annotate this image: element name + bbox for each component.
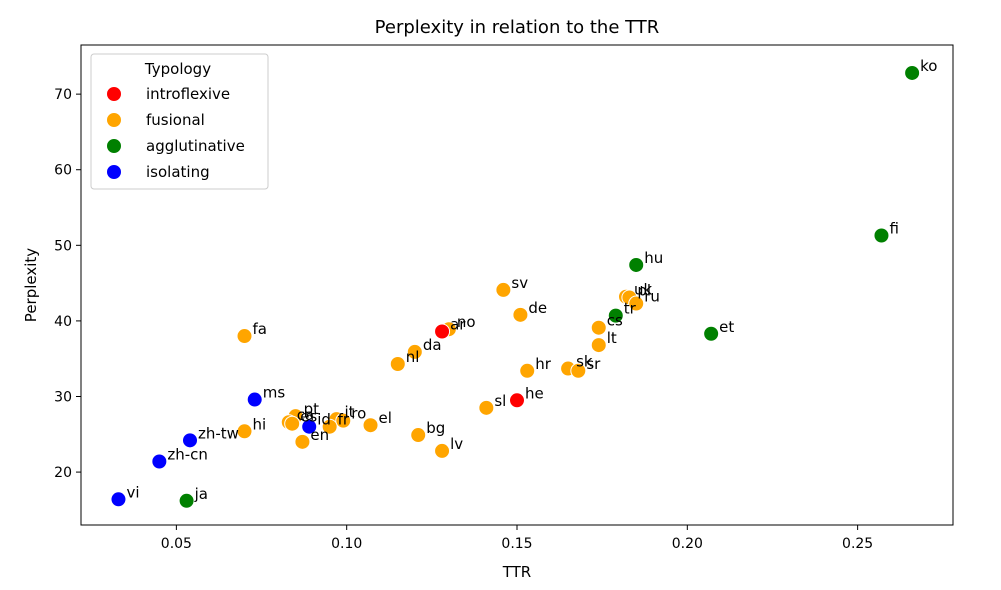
data-point-ar bbox=[434, 323, 451, 340]
data-point-ms bbox=[246, 391, 263, 408]
data-point-ru bbox=[628, 295, 645, 312]
data-point-cs bbox=[590, 319, 607, 336]
point-label-hu: hu bbox=[644, 249, 663, 267]
point-label-ar: ar bbox=[450, 315, 466, 333]
point-label-it: it bbox=[344, 403, 354, 421]
y-tick-label: 70 bbox=[54, 87, 72, 103]
point-label-ru: ru bbox=[644, 288, 660, 306]
point-label-ko: ko bbox=[920, 57, 937, 75]
data-point-nl bbox=[389, 355, 406, 372]
y-tick-label: 30 bbox=[54, 389, 72, 405]
data-point-ro bbox=[335, 412, 352, 429]
data-point-sl bbox=[478, 399, 495, 416]
plot-frame bbox=[80, 44, 954, 526]
data-point-fa bbox=[236, 328, 253, 345]
point-label-id: id bbox=[317, 411, 331, 429]
point-label-lt: lt bbox=[607, 329, 617, 347]
data-point-et bbox=[703, 325, 720, 342]
point-label-he: he bbox=[525, 384, 544, 402]
point-label-lv: lv bbox=[450, 435, 463, 453]
data-point-ko bbox=[904, 64, 921, 81]
legend-marker-isolating bbox=[106, 164, 122, 180]
legend-label-introflexive: introflexive bbox=[146, 85, 230, 103]
data-point-sr bbox=[570, 362, 587, 379]
point-label-sk: sk bbox=[576, 353, 593, 371]
point-label-ca: ca bbox=[297, 406, 314, 424]
point-label-hr: hr bbox=[535, 355, 552, 373]
data-point-es bbox=[284, 415, 301, 432]
point-label-fr: fr bbox=[338, 411, 350, 429]
legend-marker-fusional bbox=[106, 112, 122, 128]
point-label-es: es bbox=[300, 408, 317, 426]
legend-box bbox=[90, 53, 269, 190]
point-label-de: de bbox=[528, 299, 547, 317]
legend-label-fusional: fusional bbox=[146, 111, 205, 129]
point-label-ro: ro bbox=[351, 405, 366, 423]
data-point-da bbox=[406, 343, 423, 360]
x-tick-label: 0.15 bbox=[501, 536, 532, 552]
point-label-vi: vi bbox=[126, 483, 139, 501]
data-point-zh-tw bbox=[182, 432, 198, 449]
legend: Typology introflexive fusional agglutinati… bbox=[90, 53, 269, 190]
chart-title: Perplexity in relation to the TTR bbox=[375, 17, 660, 38]
data-point-hr bbox=[519, 362, 536, 379]
data-point-lv bbox=[434, 442, 451, 459]
legend-marker-introflexive bbox=[106, 86, 122, 102]
data-point-he bbox=[509, 392, 525, 409]
point-label-sl: sl bbox=[494, 392, 506, 410]
point-label-tr: tr bbox=[624, 300, 637, 318]
data-point-tr bbox=[607, 307, 624, 324]
point-label-en: en bbox=[310, 426, 329, 444]
point-label-ja: ja bbox=[194, 485, 208, 503]
data-point-fr bbox=[321, 418, 338, 435]
point-label-no: no bbox=[457, 313, 476, 331]
legend-marker-agglutinative bbox=[106, 138, 122, 154]
x-axis-label: TTR bbox=[502, 563, 531, 581]
data-point-bg bbox=[410, 427, 427, 444]
data-point-lt bbox=[590, 337, 607, 354]
point-label-pt: pt bbox=[304, 400, 320, 418]
y-tick-label: 20 bbox=[54, 465, 72, 481]
point-label-zh-cn: zh-cn bbox=[167, 446, 208, 464]
data-point-hu bbox=[628, 256, 645, 273]
point-label-nl: nl bbox=[406, 348, 420, 366]
x-tick-label: 0.25 bbox=[842, 536, 873, 552]
data-point-vi bbox=[110, 491, 127, 508]
point-label-sv: sv bbox=[511, 274, 528, 292]
point-label-bg: bg bbox=[426, 419, 445, 437]
point-label-uk: uk bbox=[634, 281, 653, 299]
data-point-id bbox=[301, 418, 318, 435]
data-point-el bbox=[362, 417, 379, 434]
x-tick-label: 0.10 bbox=[331, 536, 362, 552]
y-tick-label: 60 bbox=[54, 163, 72, 179]
point-label-ms: ms bbox=[263, 384, 286, 402]
point-label-cs: cs bbox=[607, 312, 623, 330]
point-label-fa: fa bbox=[253, 320, 267, 338]
y-tick-label: 40 bbox=[54, 314, 72, 330]
point-label-sr: sr bbox=[586, 355, 601, 373]
data-point-sv bbox=[495, 281, 512, 298]
y-axis-label: Perplexity bbox=[22, 248, 40, 322]
legend-label-isolating: isolating bbox=[146, 163, 210, 181]
point-label-da: da bbox=[423, 336, 442, 354]
point-label-et: et bbox=[719, 318, 734, 336]
legend-label-agglutinative: agglutinative bbox=[146, 137, 245, 155]
x-tick-label: 0.05 bbox=[161, 536, 192, 552]
x-tick-label: 0.20 bbox=[672, 536, 703, 552]
data-point-fi bbox=[873, 227, 890, 244]
data-point-de bbox=[512, 306, 529, 323]
point-label-el: el bbox=[379, 409, 392, 427]
y-tick-label: 50 bbox=[54, 238, 72, 254]
point-label-zh-tw: zh-tw bbox=[198, 424, 239, 442]
point-label-hi: hi bbox=[253, 415, 267, 433]
point-label-pl: pl bbox=[637, 281, 651, 299]
legend-title: Typology bbox=[144, 60, 211, 78]
data-point-ja bbox=[178, 492, 195, 509]
point-label-fi: fi bbox=[889, 219, 898, 237]
data-point-hi bbox=[236, 423, 253, 440]
data-point-zh-cn bbox=[151, 453, 168, 470]
data-point-en bbox=[294, 433, 311, 450]
